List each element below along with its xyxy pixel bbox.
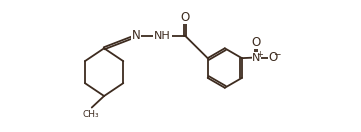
Text: N: N <box>132 29 140 42</box>
Text: NH: NH <box>154 31 171 41</box>
Text: O: O <box>252 36 261 49</box>
Text: +: + <box>256 50 263 59</box>
Text: N: N <box>252 53 260 63</box>
Text: −: − <box>273 50 280 59</box>
Text: CH₃: CH₃ <box>83 110 99 119</box>
Text: O: O <box>180 11 190 24</box>
Text: O: O <box>269 51 278 64</box>
